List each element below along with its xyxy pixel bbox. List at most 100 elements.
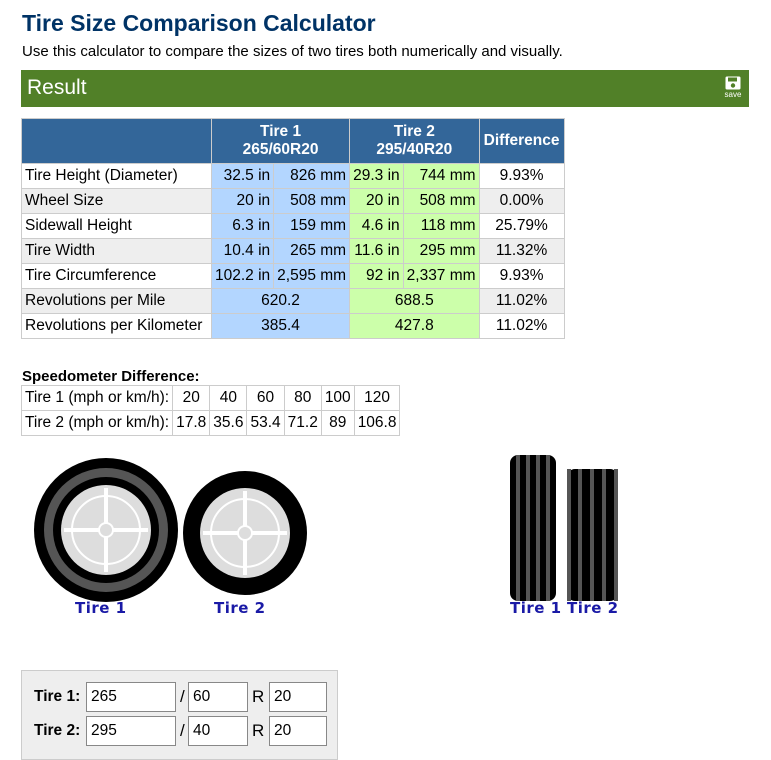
row-label: Tire Height (Diameter) xyxy=(21,163,212,189)
table-row: Wheel Size 20 in 508 mm 20 in 508 mm 0.0… xyxy=(21,188,565,214)
speed-value: 71.2 xyxy=(283,410,322,436)
tire1-in: 10.4 in xyxy=(210,238,275,264)
speed-value: 20 xyxy=(172,385,211,411)
tire2-mm: 295 mm xyxy=(402,238,480,264)
tire2-in: 92 in xyxy=(349,263,404,289)
table-row: Sidewall Height 6.3 in 159 mm 4.6 in 118… xyxy=(21,213,565,239)
difference-value: 11.02% xyxy=(478,288,565,314)
difference-value: 11.32% xyxy=(478,238,565,264)
tire2-mm: 118 mm xyxy=(402,213,480,239)
table-row: Tire Circumference 102.2 in 2,595 mm 92 … xyxy=(21,263,565,289)
tire2-in: 20 in xyxy=(349,188,404,214)
difference-value: 9.93% xyxy=(478,163,565,189)
tire2-tread-view xyxy=(567,469,618,601)
row-label: Sidewall Height xyxy=(21,213,212,239)
tire1-mm: 265 mm xyxy=(273,238,351,264)
tire1-value: 385.4 xyxy=(210,313,351,339)
tire2-in: 4.6 in xyxy=(349,213,404,239)
tire1-in: 32.5 in xyxy=(210,163,275,189)
result-title: Result xyxy=(27,76,87,99)
tire2-in: 11.6 in xyxy=(349,238,404,264)
difference-value: 11.02% xyxy=(478,313,565,339)
speed-value: 60 xyxy=(246,385,285,411)
speed-value: 40 xyxy=(209,385,248,411)
tire2-rim-input[interactable] xyxy=(269,716,327,746)
table-row: Revolutions per Mile 620.2 688.5 11.02% xyxy=(21,288,565,314)
tire1-aspect-input[interactable] xyxy=(188,682,248,712)
tire1-side-label: Tire 1 xyxy=(75,599,127,617)
tire1-width-input[interactable] xyxy=(86,682,176,712)
r-separator: R xyxy=(252,687,265,706)
page-subtitle: Use this calculator to compare the sizes… xyxy=(22,43,563,60)
tire1-in: 20 in xyxy=(210,188,275,214)
tire1-tread-view xyxy=(510,455,556,601)
page-title: Tire Size Comparison Calculator xyxy=(22,10,376,36)
header-tire2-size: 295/40R20 xyxy=(376,141,453,158)
speed-value: 53.4 xyxy=(246,410,285,436)
tire1-label: Tire 1: xyxy=(34,688,81,705)
tire2-aspect-input[interactable] xyxy=(188,716,248,746)
header-tire1-name: Tire 1 xyxy=(260,123,302,140)
tire2-mm: 2,337 mm xyxy=(402,263,480,289)
speedometer-label: Tire 1 (mph or km/h): xyxy=(20,385,174,411)
save-button[interactable]: save xyxy=(721,76,745,99)
header-tire2-name: Tire 2 xyxy=(393,123,435,140)
tire2-value: 427.8 xyxy=(349,313,480,339)
header-tire1-size: 265/60R20 xyxy=(242,141,319,158)
speedometer-table: Tire 1 (mph or km/h): 20 40 60 80 100 12… xyxy=(20,385,401,436)
tire2-mm: 744 mm xyxy=(402,163,480,189)
table-row: Revolutions per Kilometer 385.4 427.8 11… xyxy=(21,313,565,339)
floppy-disk-icon xyxy=(725,76,741,90)
save-label: save xyxy=(724,90,742,99)
tire-input-form: Tire 1: / R Tire 2: / R xyxy=(21,670,338,760)
header-difference: Difference xyxy=(478,118,565,164)
difference-value: 25.79% xyxy=(478,213,565,239)
speedometer-label: Tire 2 (mph or km/h): xyxy=(20,410,174,436)
tire1-mm: 508 mm xyxy=(273,188,351,214)
tire1-tread-label: Tire 1 xyxy=(510,599,562,617)
comparison-table: Tire 1 265/60R20 Tire 2 295/40R20 Differ… xyxy=(21,118,565,339)
difference-value: 9.93% xyxy=(478,263,565,289)
tire1-side-view xyxy=(34,458,178,602)
tire2-value: 688.5 xyxy=(349,288,480,314)
table-row: Tire Width 10.4 in 265 mm 11.6 in 295 mm… xyxy=(21,238,565,264)
tire1-in: 102.2 in xyxy=(210,263,275,289)
speed-value: 100 xyxy=(320,385,355,411)
speed-value: 17.8 xyxy=(172,410,211,436)
tire2-tread-label: Tire 2 xyxy=(567,599,619,617)
speed-value: 106.8 xyxy=(353,410,401,436)
tire1-mm: 2,595 mm xyxy=(273,263,351,289)
difference-value: 0.00% xyxy=(478,188,565,214)
table-row: Tire Height (Diameter) 32.5 in 826 mm 29… xyxy=(21,163,565,189)
speedometer-row-tire2: Tire 2 (mph or km/h): 17.8 35.6 53.4 71.… xyxy=(20,410,401,436)
row-label: Revolutions per Kilometer xyxy=(21,313,212,339)
slash-separator: / xyxy=(180,721,185,740)
tire-visual-comparison: Tire 1 Tire 2 Tire 1 Tire 2 xyxy=(0,455,771,625)
table-header-row: Tire 1 265/60R20 Tire 2 295/40R20 Differ… xyxy=(21,118,565,164)
header-tire1: Tire 1 265/60R20 xyxy=(210,118,351,164)
tire2-label: Tire 2: xyxy=(34,722,81,739)
speed-value: 35.6 xyxy=(209,410,248,436)
r-separator: R xyxy=(252,721,265,740)
tire2-side-label: Tire 2 xyxy=(214,599,266,617)
tire1-mm: 826 mm xyxy=(273,163,351,189)
speed-value: 89 xyxy=(320,410,355,436)
header-tire2: Tire 2 295/40R20 xyxy=(349,118,480,164)
speedometer-row-tire1: Tire 1 (mph or km/h): 20 40 60 80 100 12… xyxy=(20,385,401,411)
tire2-side-view xyxy=(183,471,307,595)
tire1-rim-input[interactable] xyxy=(269,682,327,712)
tire1-mm: 159 mm xyxy=(273,213,351,239)
row-label: Wheel Size xyxy=(21,188,212,214)
header-blank xyxy=(21,118,212,164)
row-label: Tire Width xyxy=(21,238,212,264)
tire2-mm: 508 mm xyxy=(402,188,480,214)
row-label: Tire Circumference xyxy=(21,263,212,289)
tire2-in: 29.3 in xyxy=(349,163,404,189)
tire2-width-input[interactable] xyxy=(86,716,176,746)
speed-value: 80 xyxy=(283,385,322,411)
speed-value: 120 xyxy=(353,385,401,411)
row-label: Revolutions per Mile xyxy=(21,288,212,314)
tire1-in: 6.3 in xyxy=(210,213,275,239)
speedometer-title: Speedometer Difference: xyxy=(22,368,200,385)
tire1-value: 620.2 xyxy=(210,288,351,314)
